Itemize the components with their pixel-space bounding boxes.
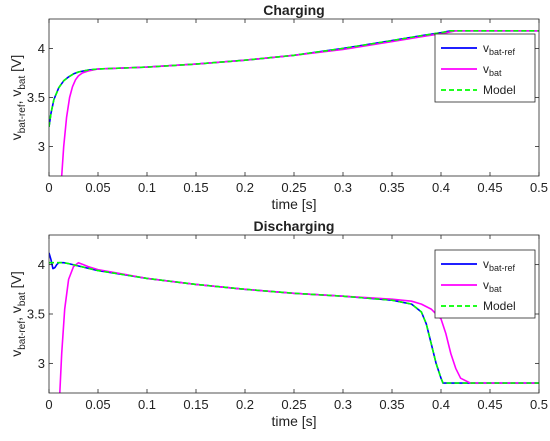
y-tick-label: 3.5 <box>27 90 45 105</box>
y-axis-label: vbat-ref, vbat [V] <box>8 271 28 357</box>
subplot-0: 0 0.05 0.1 0.15 0.2 0.25 0.3 0.35 0.4 0.45 0.5 3 3.5… <box>8 2 548 212</box>
y-tick-label: 3 <box>38 139 45 154</box>
x-axis-label: time [s] <box>271 196 316 212</box>
x-tick-label: 0 <box>45 180 52 195</box>
x-tick-label: 0.35 <box>379 397 404 412</box>
legend: vbat-ref vbat Model <box>434 33 536 103</box>
x-tick-label: 0.45 <box>477 180 502 195</box>
x-tick-label: 0.3 <box>334 180 352 195</box>
series-line-vbat <box>60 29 539 176</box>
y-tick-label: 4 <box>38 257 45 272</box>
x-tick-label: 0.25 <box>281 397 306 412</box>
x-tick-label: 0.05 <box>85 180 110 195</box>
series-group <box>49 29 539 176</box>
legend-label: Model <box>483 299 516 313</box>
x-tick-label: 0.1 <box>138 397 156 412</box>
x-tick-label: 0.3 <box>334 397 352 412</box>
x-tick-label: 0.35 <box>379 180 404 195</box>
y-tick-label: 3 <box>38 356 45 371</box>
series-line-vbat <box>59 261 539 393</box>
x-tick-label: 0.2 <box>236 180 254 195</box>
x-tick-label: 0.15 <box>183 180 208 195</box>
x-tick-label: 0.5 <box>530 180 548 195</box>
x-tick-label: 0.4 <box>432 397 450 412</box>
x-tick-label: 0.2 <box>236 397 254 412</box>
series-group <box>49 252 539 393</box>
legend-label: vbat <box>483 278 502 294</box>
chart-title: Discharging <box>254 218 335 234</box>
x-tick-label: 0.1 <box>138 180 156 195</box>
legend-label: vbat-ref <box>483 41 516 57</box>
x-tick-label: 0.4 <box>432 180 450 195</box>
x-tick-label: 0 <box>45 397 52 412</box>
series-line-model <box>49 261 539 384</box>
legend-label: Model <box>483 83 516 97</box>
x-tick-label: 0.25 <box>281 180 306 195</box>
x-axis-label: time [s] <box>271 413 316 429</box>
y-tick-label: 4 <box>38 41 45 56</box>
legend-label: vbat <box>483 62 502 78</box>
series-line-model <box>49 29 539 128</box>
x-tick-label: 0.15 <box>183 397 208 412</box>
x-tick-label: 0.5 <box>530 397 548 412</box>
chart-title: Charging <box>263 2 324 18</box>
y-tick-label: 3.5 <box>27 307 45 322</box>
legend: vbat-ref vbat Model <box>434 249 536 319</box>
x-tick-label: 0.05 <box>85 397 110 412</box>
y-axis-label: vbat-ref, vbat [V] <box>8 55 28 141</box>
subplot-1: 0 0.05 0.1 0.15 0.2 0.25 0.3 0.35 0.4 0.45 0.5 3 3.5… <box>8 218 548 429</box>
x-tick-label: 0.45 <box>477 397 502 412</box>
legend-label: vbat-ref <box>483 257 516 273</box>
